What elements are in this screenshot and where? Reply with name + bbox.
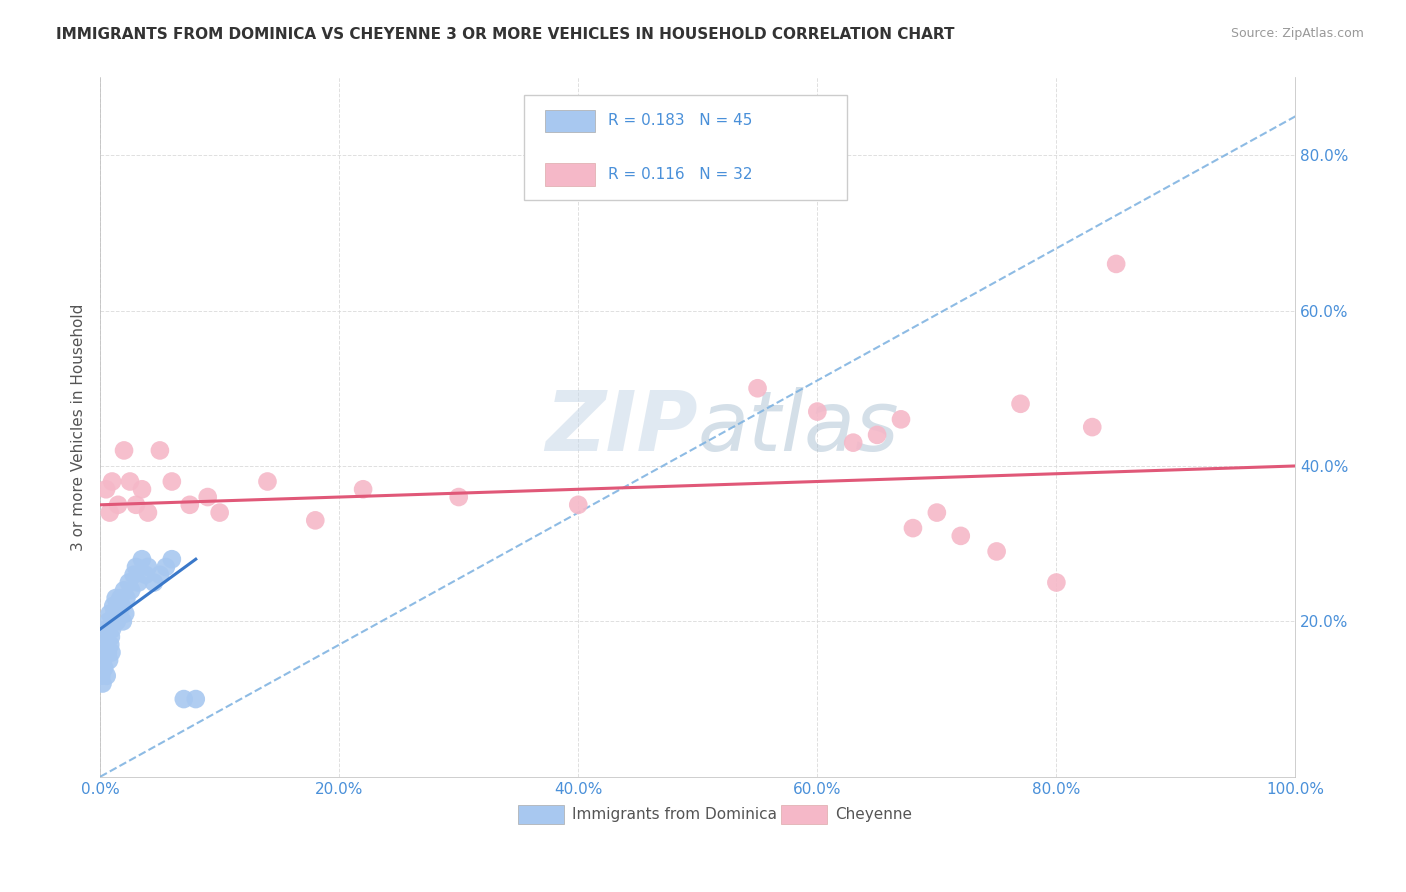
Bar (782, 805, 827, 824)
Point (111, 615, 134, 629)
Point (125, 560, 148, 574)
Point (155, 560, 177, 574)
Point (118, 575, 141, 590)
Point (352, 483, 374, 497)
Text: ZIP: ZIP (546, 386, 697, 467)
Point (901, 521, 924, 535)
Point (93, 645, 115, 659)
Point (1081, 420, 1104, 434)
Text: Cheyenne: Cheyenne (835, 807, 912, 822)
Point (135, 567, 157, 582)
Point (91, 676, 114, 690)
Point (114, 607, 136, 621)
Point (94, 483, 117, 497)
Point (866, 428, 889, 442)
Bar (519, 805, 564, 824)
Point (149, 567, 172, 582)
Point (96, 669, 118, 683)
Point (160, 552, 183, 566)
Text: Source: ZipAtlas.com: Source: ZipAtlas.com (1230, 27, 1364, 40)
Point (100, 645, 122, 659)
Point (112, 583, 135, 598)
Point (94, 638, 117, 652)
Point (101, 615, 124, 629)
Point (107, 599, 129, 613)
Point (103, 607, 125, 621)
Point (986, 544, 1008, 558)
Point (98, 607, 121, 621)
Point (890, 412, 912, 426)
Point (110, 591, 132, 605)
Point (256, 475, 278, 489)
Point (97, 615, 120, 629)
Point (197, 490, 219, 504)
Point (111, 599, 134, 613)
Point (112, 443, 135, 458)
Point (184, 692, 207, 706)
Point (142, 575, 165, 590)
Point (747, 381, 769, 395)
Point (120, 583, 142, 598)
Point (91, 653, 114, 667)
Point (98, 506, 121, 520)
Point (806, 404, 828, 418)
Point (122, 567, 145, 582)
Point (1105, 257, 1128, 271)
Point (149, 443, 172, 458)
Text: R = 0.116   N = 32: R = 0.116 N = 32 (609, 167, 752, 182)
Point (118, 475, 141, 489)
Point (1045, 575, 1067, 590)
Point (925, 506, 948, 520)
Point (94, 630, 117, 644)
Point (101, 475, 124, 489)
Text: IMMIGRANTS FROM DOMINICA VS CHEYENNE 3 OR MORE VEHICLES IN HOUSEHOLD CORRELATION: IMMIGRANTS FROM DOMINICA VS CHEYENNE 3 O… (56, 27, 955, 42)
Point (96, 622, 118, 636)
Point (447, 490, 470, 504)
Point (115, 591, 138, 605)
Point (97, 645, 120, 659)
Point (90, 661, 112, 675)
Point (103, 599, 125, 613)
Point (105, 615, 128, 629)
Point (160, 475, 183, 489)
Point (131, 483, 153, 497)
Point (567, 498, 589, 512)
Point (127, 575, 149, 590)
Point (949, 529, 972, 543)
Point (136, 560, 159, 574)
Point (93, 661, 115, 675)
Point (304, 513, 326, 527)
Point (136, 506, 159, 520)
FancyBboxPatch shape (544, 110, 595, 132)
Point (131, 552, 153, 566)
Point (107, 498, 129, 512)
Point (101, 622, 124, 636)
Text: atlas: atlas (697, 386, 900, 467)
Point (208, 506, 231, 520)
Point (125, 498, 148, 512)
Text: Immigrants from Dominica: Immigrants from Dominica (572, 807, 778, 822)
FancyBboxPatch shape (544, 163, 595, 186)
Point (173, 692, 195, 706)
Point (98, 638, 121, 652)
Text: R = 0.183   N = 45: R = 0.183 N = 45 (609, 113, 752, 128)
FancyBboxPatch shape (524, 95, 848, 200)
Point (90, 669, 112, 683)
Point (100, 630, 122, 644)
Y-axis label: 3 or more Vehicles in Household: 3 or more Vehicles in Household (72, 303, 86, 550)
Point (104, 591, 127, 605)
Point (1010, 397, 1032, 411)
Point (842, 435, 865, 450)
Point (179, 498, 201, 512)
Point (108, 607, 131, 621)
Point (98, 653, 121, 667)
